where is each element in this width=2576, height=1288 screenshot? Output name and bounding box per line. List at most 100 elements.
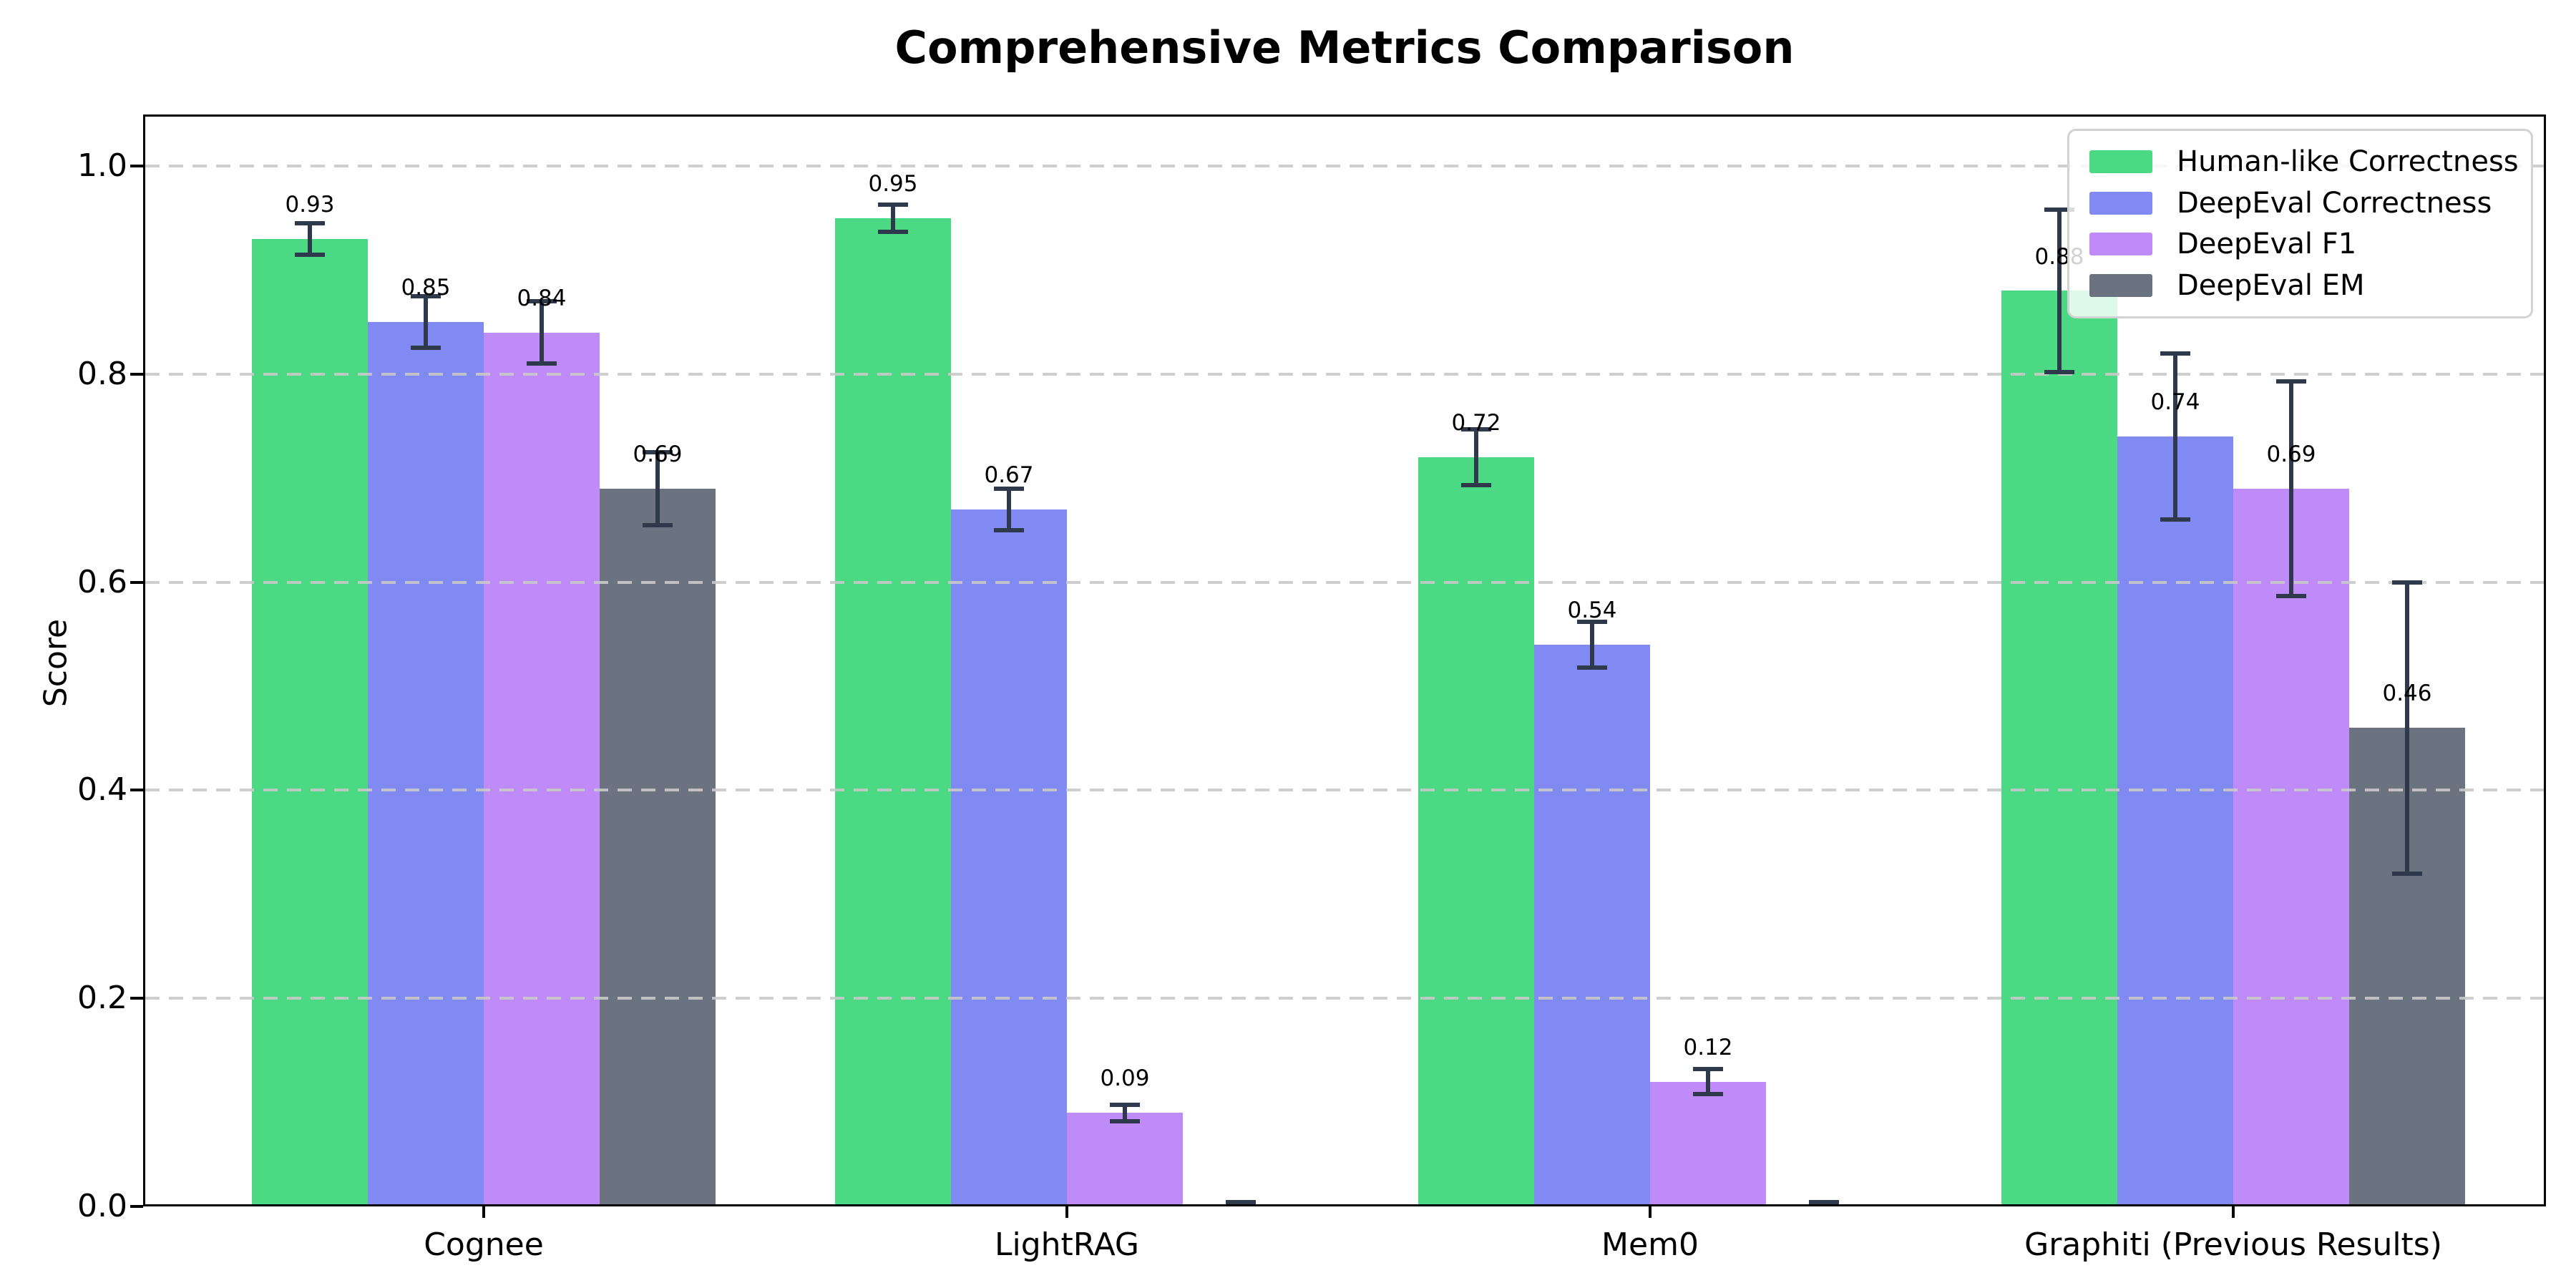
x-tick-mark xyxy=(2232,1206,2235,1218)
chart-title: Comprehensive Metrics Comparison xyxy=(894,21,1795,74)
error-bar-cap-bottom xyxy=(411,346,441,351)
x-tick-mark xyxy=(1649,1206,1652,1218)
error-bar-cap-top xyxy=(994,486,1024,491)
error-bar-cap-top xyxy=(2044,208,2074,213)
x-tick-mark xyxy=(482,1206,485,1218)
bar-value-label: 0.74 xyxy=(2150,389,2200,416)
legend-swatch xyxy=(2089,191,2152,215)
bar-Graphiti (Previous Results)-DeepEval F1 xyxy=(2233,488,2349,1206)
error-bar-cap-top xyxy=(295,220,325,225)
error-bar-cap-top xyxy=(1110,1102,1140,1107)
error-bar-cap-top xyxy=(527,299,557,304)
y-tick-mark xyxy=(130,580,143,584)
bar-value-label: 0.93 xyxy=(285,191,335,218)
x-tick-label-Mem0: Mem0 xyxy=(1601,1226,1699,1263)
error-bar-cap-bottom xyxy=(2160,517,2190,522)
gridline-y-0.2 xyxy=(145,997,2544,1000)
y-tick-label: 0.2 xyxy=(77,980,127,1017)
x-tick-label-LightRAG: LightRAG xyxy=(994,1226,1140,1263)
legend-item-DeepEval F1: DeepEval F1 xyxy=(2089,228,2511,260)
error-bar xyxy=(1123,1104,1127,1121)
error-bar-cap-bottom xyxy=(2044,369,2074,374)
error-bar-cap-top xyxy=(2276,379,2306,384)
y-tick-mark xyxy=(130,165,143,167)
y-tick-mark xyxy=(130,789,143,792)
bar-value-label: 0.72 xyxy=(1451,410,1501,436)
error-bar xyxy=(1007,488,1011,530)
error-bar-cap-bottom xyxy=(643,522,673,527)
bar-value-label: 0.69 xyxy=(633,441,683,467)
bar-Graphiti (Previous Results)-Human-like Correctness xyxy=(2001,291,2117,1206)
error-bar-cap-top xyxy=(2160,351,2190,356)
error-bar-cap-bottom xyxy=(878,229,908,234)
error-bar-cap-top xyxy=(1226,1200,1256,1205)
bar-value-label: 0.12 xyxy=(1683,1034,1733,1060)
y-tick-mark xyxy=(130,997,143,1000)
y-tick-label: 0.8 xyxy=(77,355,127,392)
legend-item-Human-like Correctness: Human-like Correctness xyxy=(2089,145,2519,178)
error-bar-cap-bottom xyxy=(295,252,325,257)
bar-value-label: 0.84 xyxy=(517,285,567,311)
bar-Cognee-Human-like Correctness xyxy=(252,238,368,1206)
error-bar-cap-top xyxy=(878,202,908,207)
bar-Cognee-DeepEval Correctness xyxy=(368,322,484,1206)
bar-value-label: 0.95 xyxy=(868,170,918,197)
error-bar-cap-top xyxy=(1461,426,1491,431)
legend-swatch xyxy=(2089,150,2152,173)
error-bar-cap-top xyxy=(1693,1067,1723,1072)
error-bar-cap-bottom xyxy=(1110,1118,1140,1123)
error-bar xyxy=(891,204,895,232)
y-tick-mark xyxy=(130,1205,143,1208)
legend-swatch xyxy=(2089,233,2152,256)
y-tick-label: 0.4 xyxy=(77,771,127,809)
gridline-y-0.4 xyxy=(145,789,2544,792)
error-bar-cap-bottom xyxy=(1577,665,1607,670)
plot-area xyxy=(143,114,2546,1206)
bar-LightRAG-DeepEval Correctness xyxy=(951,509,1067,1206)
error-bar xyxy=(655,452,660,525)
error-bar xyxy=(2057,210,2062,372)
error-bar-cap-top xyxy=(643,449,673,454)
legend-label: Human-like Correctness xyxy=(2177,145,2519,178)
bar-value-label: 0.09 xyxy=(1100,1065,1150,1092)
error-bar-cap-bottom xyxy=(1693,1091,1723,1096)
error-bar-cap-bottom xyxy=(2392,871,2422,876)
legend-swatch xyxy=(2089,274,2152,298)
legend: Human-like Correctness DeepEval Correctne… xyxy=(2067,129,2533,318)
error-bar xyxy=(2173,353,2177,520)
y-tick-label: 1.0 xyxy=(77,147,127,184)
legend-item-DeepEval Correctness: DeepEval Correctness xyxy=(2089,187,2511,220)
error-bar-cap-bottom xyxy=(1461,483,1491,488)
error-bar xyxy=(1590,621,1594,668)
y-tick-label: 0.6 xyxy=(77,563,127,600)
legend-label: DeepEval Correctness xyxy=(2177,186,2492,220)
bar-value-label: 0.67 xyxy=(984,462,1034,488)
bar-value-label: 0.54 xyxy=(1567,597,1617,623)
bar-Graphiti (Previous Results)-DeepEval Correctness xyxy=(2117,436,2233,1206)
bar-Cognee-DeepEval EM xyxy=(600,488,716,1206)
gridline-y-0.8 xyxy=(145,372,2544,376)
x-tick-label-Cognee: Cognee xyxy=(424,1226,544,1263)
error-bar-cap-top xyxy=(1577,619,1607,624)
bar-value-label: 0.85 xyxy=(401,275,451,301)
error-bar-cap-top xyxy=(411,293,441,298)
x-tick-mark xyxy=(1065,1206,1068,1218)
legend-label: DeepEval EM xyxy=(2177,269,2365,303)
bar-value-label: 0.46 xyxy=(2382,680,2432,707)
bar-Mem0-DeepEval F1 xyxy=(1650,1081,1766,1206)
error-bar xyxy=(1706,1069,1710,1094)
y-axis-label: Score xyxy=(37,618,74,708)
bar-LightRAG-DeepEval F1 xyxy=(1067,1113,1183,1206)
bar-Cognee-DeepEval F1 xyxy=(484,332,600,1206)
error-bar xyxy=(1474,429,1478,486)
error-bar xyxy=(2289,381,2293,596)
error-bar-cap-top xyxy=(2392,580,2422,585)
bar-value-label: 0.69 xyxy=(2266,441,2316,467)
error-bar-cap-bottom xyxy=(994,527,1024,532)
bar-LightRAG-Human-like Correctness xyxy=(835,218,951,1206)
error-bar-cap-bottom xyxy=(527,361,557,366)
gridline-y-1.0 xyxy=(145,165,2544,167)
error-bar xyxy=(2405,582,2409,874)
legend-label: DeepEval F1 xyxy=(2177,228,2357,261)
